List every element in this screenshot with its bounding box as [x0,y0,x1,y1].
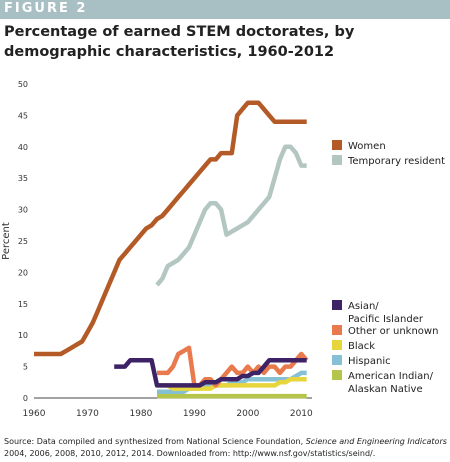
legend-bottom-swatch-1 [332,325,342,335]
legend-bottom-swatch-0 [332,300,342,310]
legend-bottom-swatch-2 [332,340,342,350]
x-tick-label: 2010 [290,409,313,419]
y-tick-label: 45 [18,111,28,120]
x-tick-label: 1970 [76,409,99,419]
source-note: Source: Data compiled and synthesized fr… [4,436,448,460]
source-suffix: 2004, 2006, 2008, 2010, 2012, 2014. Down… [4,449,376,458]
y-tick-label: 20 [18,268,28,277]
series-line-black [157,376,307,391]
chart-axes: 0 5 10 15 20 25 30 35 40 45 50 1960 1970 1980 1990 2000… [1,80,313,419]
y-tick-label: 0 [23,394,28,403]
x-tick-label: 1990 [183,409,206,419]
series-line-temporary-resident [155,144,307,287]
legend-top-swatch-0 [332,140,342,150]
legend-top-label-0: Women [348,141,386,152]
legend-bottom-swatch-3 [332,355,342,365]
chart-legend: Women Temporary resident Asian/Pacific Isl… [332,140,445,395]
legend-bottom-label-0: Asian/ [348,301,379,312]
source-prefix: Source: Data compiled and synthesized fr… [4,437,306,446]
series-line-asian-pacific-islander [114,358,307,388]
legend-top-swatch-1 [332,155,342,165]
series-line-other-or-unknown [157,345,309,388]
y-axis-label: Percent [1,222,12,260]
series-line-women [34,100,307,357]
source-publication: Science and Engineering Indicators [305,437,447,446]
legend-bottom-label-1: Other or unknown [348,326,438,337]
legend-bottom-label-2: Black [348,341,375,352]
x-tick-label: 2000 [236,409,259,419]
y-tick-label: 50 [18,80,28,89]
figure-label: FIGURE 2 [4,1,88,16]
chart-series [34,100,309,399]
legend-bottom-label2-0: Pacific Islander [348,314,424,325]
x-tick-label: 1980 [129,409,152,419]
y-tick-label: 15 [18,300,28,309]
legend-bottom-swatch-4 [332,370,342,380]
chart-title: Percentage of earned STEM doctorates, by… [4,24,355,60]
y-tick-label: 5 [23,363,28,372]
legend-top-label-1: Temporary resident [347,156,445,167]
legend-bottom-label2-4: Alaskan Native [348,384,423,395]
y-tick-label: 10 [18,331,28,340]
legend-bottom-label-4: American Indian/ [348,371,434,382]
y-tick-label: 25 [18,237,28,246]
y-tick-label: 30 [18,206,28,215]
y-tick-label: 35 [18,174,28,183]
x-tick-label: 1960 [23,409,46,419]
series-line-hispanic [157,370,307,394]
legend-bottom-label-3: Hispanic [348,356,391,367]
y-tick-label: 40 [18,143,28,152]
figure-banner: FIGURE 2 [0,0,450,19]
